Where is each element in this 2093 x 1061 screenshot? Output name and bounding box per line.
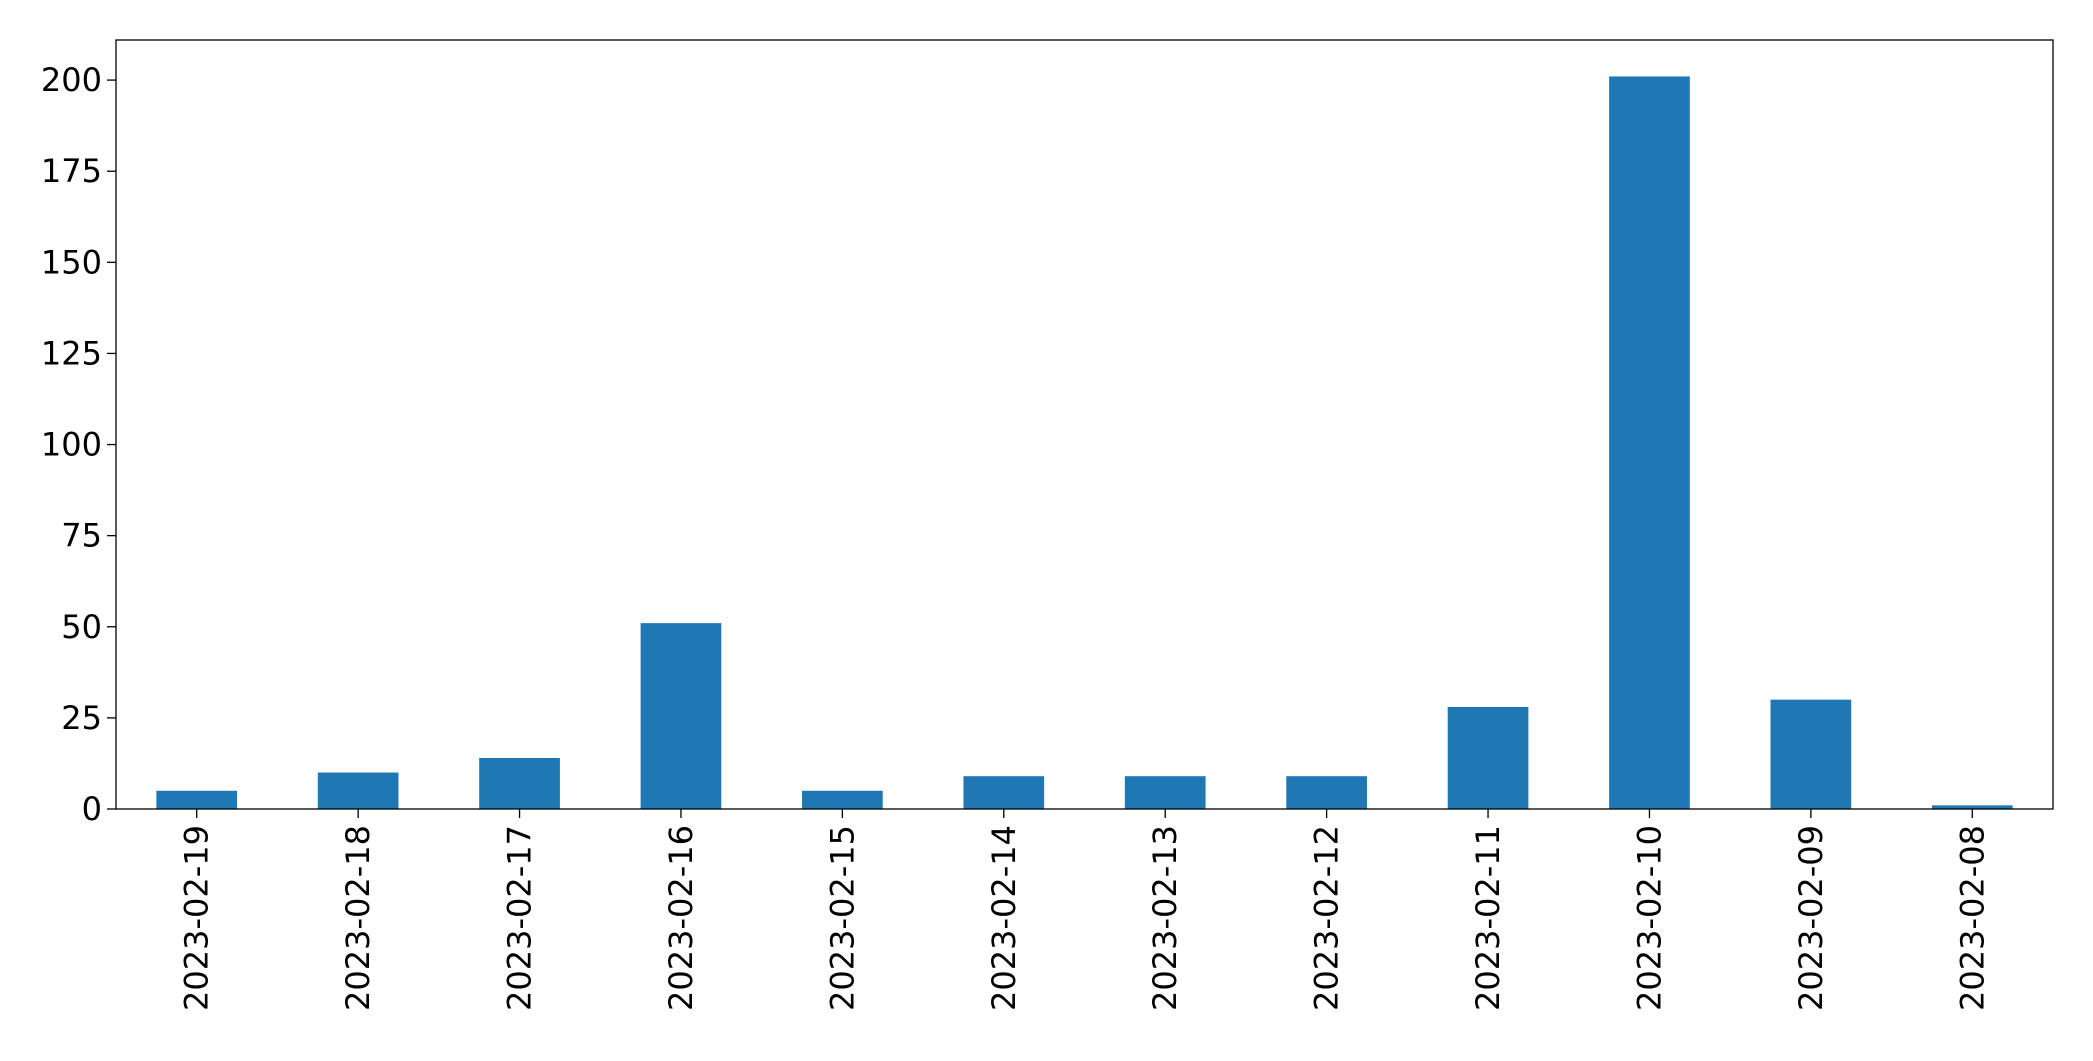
x-tick-label: 2023-02-19 bbox=[178, 825, 216, 1011]
bar bbox=[1286, 776, 1367, 809]
y-tick-label: 25 bbox=[61, 699, 102, 737]
bar bbox=[802, 790, 883, 809]
bar bbox=[317, 772, 399, 809]
x-tick-label: 2023-02-10 bbox=[1630, 825, 1668, 1011]
bar bbox=[479, 757, 560, 809]
y-tick-label: 50 bbox=[61, 608, 102, 646]
plot-frame bbox=[115, 39, 2054, 810]
x-tick-label: 2023-02-17 bbox=[501, 825, 539, 1011]
x-tick-label: 2023-02-09 bbox=[1792, 825, 1830, 1011]
y-tick-label: 100 bbox=[41, 426, 102, 464]
bar bbox=[1124, 776, 1206, 809]
y-tick-label: 125 bbox=[41, 334, 102, 372]
x-tick-label: 2023-02-12 bbox=[1308, 825, 1346, 1011]
bar bbox=[963, 776, 1045, 809]
x-tick-label: 2023-02-11 bbox=[1469, 825, 1507, 1011]
x-tick-label: 2023-02-08 bbox=[1953, 825, 1991, 1011]
bar bbox=[1770, 699, 1852, 809]
x-tick-label: 2023-02-14 bbox=[985, 825, 1023, 1011]
x-tick-label: 2023-02-16 bbox=[662, 825, 700, 1011]
y-tick-label: 75 bbox=[61, 517, 102, 555]
bar bbox=[1447, 706, 1529, 809]
x-tick-label: 2023-02-13 bbox=[1146, 825, 1184, 1011]
bar bbox=[156, 790, 238, 809]
y-tick-label: 200 bbox=[41, 61, 102, 99]
y-tick-label: 150 bbox=[41, 243, 102, 281]
bar bbox=[1609, 76, 1690, 809]
bar bbox=[1931, 805, 2013, 809]
y-tick-label: 175 bbox=[41, 152, 102, 190]
x-tick-label: 2023-02-18 bbox=[339, 825, 377, 1011]
x-tick-label: 2023-02-15 bbox=[823, 825, 861, 1011]
bar bbox=[640, 623, 722, 809]
y-tick-label: 0 bbox=[82, 790, 102, 828]
